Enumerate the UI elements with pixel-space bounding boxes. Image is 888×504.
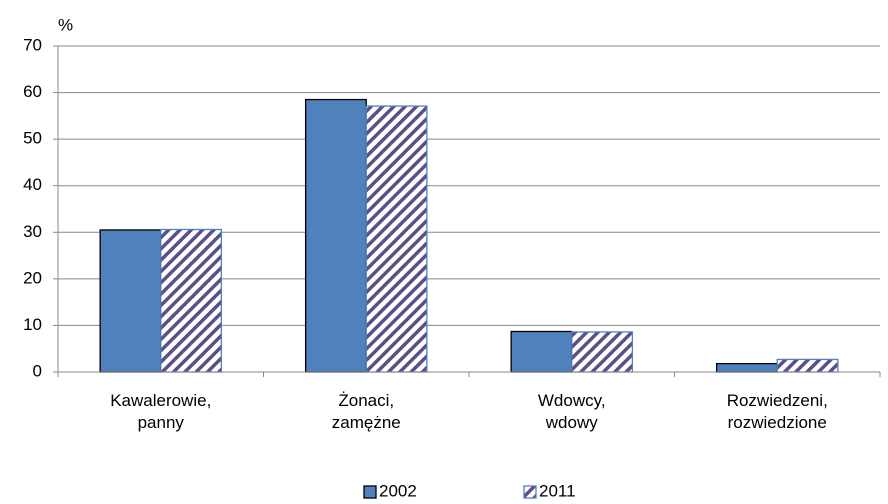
x-tick-label: Żonaci, zamężne [332,391,401,432]
legend-swatch [363,485,377,499]
x-tick-label-line: wdowy [545,413,598,432]
y-tick-label: 10 [23,315,42,334]
y-tick-label: 0 [33,361,42,380]
legend-swatch [523,485,537,499]
y-tick-label: 50 [23,129,42,148]
x-tick-label-line: Kawalerowie, [110,391,211,410]
x-tick-label: Rozwiedzeni, rozwiedzione [727,391,828,432]
y-tick-label: 70 [23,35,42,54]
bar [365,105,428,373]
x-tick-label-line: rozwiedzione [728,413,827,432]
bar [304,98,367,373]
x-tick-label-line: panny [138,413,185,432]
y-unit: % [58,15,73,34]
x-tick-label-line: Wdowcy, [538,391,606,410]
y-tick-label: 60 [23,82,42,101]
bar [776,358,839,373]
bar [99,229,162,373]
bar [571,331,634,373]
x-tick-label: Kawalerowie, panny [110,391,211,432]
bar [510,330,573,373]
x-tick-label-line: Żonaci, [338,391,394,410]
y-tick-label: 30 [23,222,42,241]
x-tick-label-line: zamężne [332,413,401,432]
legend-label: 2011 [539,481,576,500]
bar [160,228,223,373]
y-tick-label: 20 [23,268,42,287]
x-tick-label-line: Rozwiedzeni, [727,391,828,410]
x-tick-label: Wdowcy, wdowy [538,391,606,432]
legend-label: 2002 [379,481,417,500]
y-tick-label: 40 [23,175,42,194]
bar [715,362,778,373]
